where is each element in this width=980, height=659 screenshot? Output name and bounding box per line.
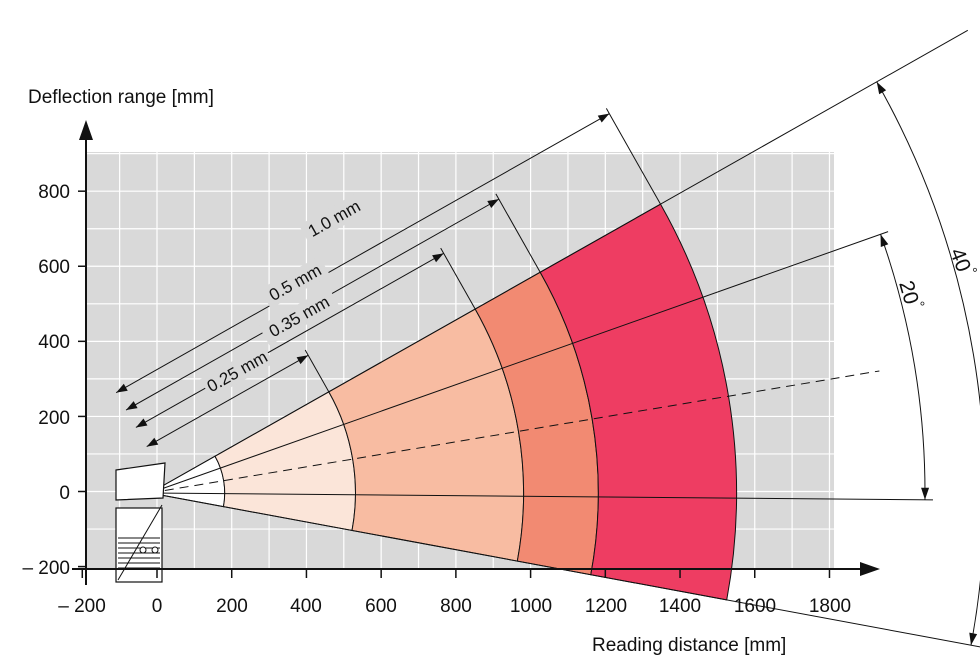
ray-inner-upper (149, 231, 889, 494)
x-tick-label: 1200 (585, 596, 627, 617)
ray-center-dashed (149, 370, 880, 494)
x-tick-labels: – 200 0 200 400 600 800 1000 1200 1400 1… (58, 596, 851, 617)
dimension-arrow (597, 113, 610, 123)
label-background (258, 287, 340, 346)
x-tick-label: 1400 (659, 596, 701, 617)
y-tick-label: 800 (38, 182, 70, 203)
y-tick-label: 0 (59, 483, 70, 504)
dimension-line (135, 252, 444, 428)
scan-rays (149, 29, 980, 648)
x-tick-label: 600 (365, 596, 397, 617)
x-tick-label: 1000 (510, 596, 552, 617)
extension-line (495, 193, 541, 273)
dimension-arrow (116, 383, 128, 393)
scanner-diagonal (117, 504, 163, 581)
outer-angle-arc-arrow (876, 81, 887, 95)
inner-angle-label: 20° (894, 277, 928, 312)
scanner-device-icon (115, 462, 166, 583)
x-tick-label: 1800 (809, 596, 851, 617)
scanner-led (151, 546, 159, 554)
outer-angle-label: 40° (945, 244, 980, 281)
extension-line (440, 247, 476, 310)
dimension-arrow (487, 199, 499, 209)
dimension-arrow (135, 418, 148, 428)
x-axis-arrow (860, 562, 880, 576)
inner-angle-arc-arrow (880, 234, 889, 247)
dimension-line (115, 113, 610, 394)
ray-inner-lower (149, 492, 933, 501)
x-axis-label: Reading distance [mm] (592, 635, 786, 656)
x-tick-label: 200 (216, 596, 248, 617)
angle-value: 40° (945, 244, 980, 281)
outer-angle-arc (876, 81, 980, 646)
y-tick-label: 600 (38, 257, 70, 278)
y-axis-arrow (79, 120, 93, 140)
label-background (259, 256, 331, 309)
inner-angle-arc-arrow (921, 487, 930, 500)
dimension-arrow (432, 253, 444, 263)
y-tick-label: 400 (38, 332, 70, 353)
ray-outer-lower (149, 492, 980, 648)
x-tick-label: 400 (290, 596, 322, 617)
y-axis-label: Deflection range [mm] (28, 87, 214, 108)
dimension-arrow (146, 437, 159, 447)
outer-angle-arc-arrow (969, 632, 978, 646)
x-tick-label: 0 (152, 596, 163, 617)
extension-line (304, 349, 330, 393)
extension-line (605, 108, 661, 205)
axes (72, 120, 880, 585)
dimension-arrow (126, 401, 138, 411)
dimension-line (146, 354, 309, 448)
dimension-arrow (296, 355, 309, 365)
y-tick-labels: 800 600 400 200 0 – 200 (22, 182, 70, 579)
label-background (298, 192, 370, 245)
scanner-led (139, 546, 147, 554)
ray-outer-upper (149, 29, 969, 494)
scanner-head (115, 462, 166, 501)
x-tick-label: 1600 (734, 596, 776, 617)
label-background (200, 344, 274, 399)
x-tick-label: – 200 (58, 596, 106, 617)
dimension-lines (115, 108, 661, 448)
angle-value: 20° (894, 277, 928, 312)
angle-arcs (876, 81, 980, 646)
y-tick-label: – 200 (22, 558, 70, 579)
x-tick-label: 800 (440, 596, 472, 617)
y-tick-label: 200 (38, 408, 70, 429)
inner-angle-arc (880, 234, 926, 500)
